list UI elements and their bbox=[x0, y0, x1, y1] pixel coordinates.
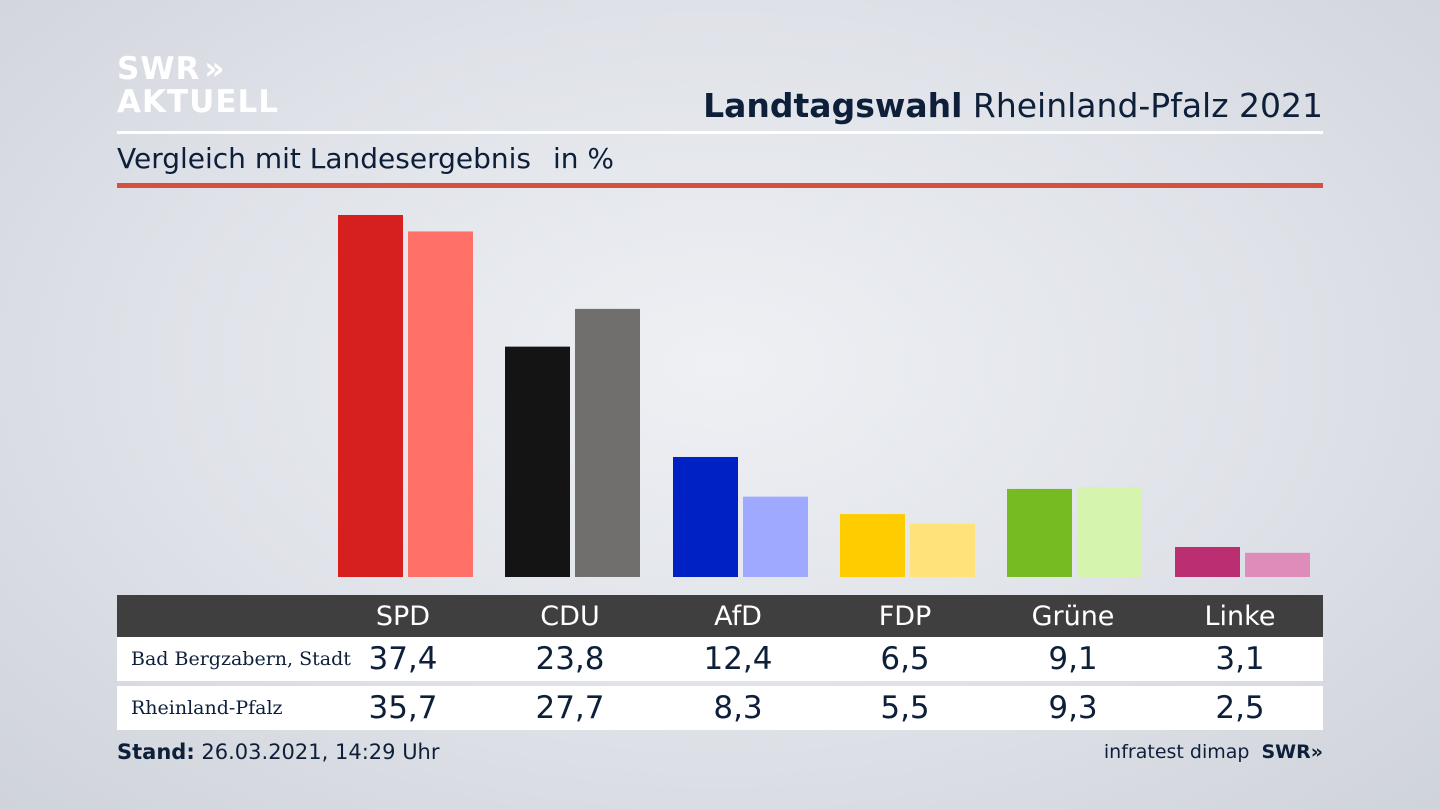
table-cell: 12,4 bbox=[703, 641, 773, 677]
table-cell: 5,5 bbox=[880, 690, 930, 726]
table-cell: 27,7 bbox=[535, 690, 605, 726]
row-label: Rheinland-Pfalz bbox=[131, 697, 283, 719]
table-cell: 2,5 bbox=[1215, 690, 1265, 726]
subtitle-divider bbox=[117, 183, 1323, 188]
column-header: Grüne bbox=[1031, 600, 1115, 632]
bar-cdu-series-1 bbox=[575, 308, 640, 577]
bar-linke-series-0 bbox=[1175, 546, 1240, 577]
stand-label: Stand: bbox=[117, 740, 195, 764]
timestamp: Stand: 26.03.2021, 14:29 Uhr bbox=[117, 740, 440, 764]
column-header: SPD bbox=[375, 600, 431, 632]
bar-afd-series-0 bbox=[673, 456, 738, 577]
bar-grüne-series-1 bbox=[1077, 486, 1142, 577]
table-cell: 8,3 bbox=[713, 690, 763, 726]
column-header: AfD bbox=[714, 600, 762, 632]
column-header: CDU bbox=[540, 600, 600, 632]
table-cell: 23,8 bbox=[535, 641, 605, 677]
bar-afd-series-1 bbox=[743, 496, 808, 577]
table-cell: 3,1 bbox=[1215, 641, 1265, 677]
column-header: Linke bbox=[1204, 600, 1276, 632]
logo-swr: SWR bbox=[117, 51, 201, 87]
source-credit: infratest dimap SWR» bbox=[1104, 741, 1323, 763]
table-row: Bad Bergzabern, Stadt 37,4 23,8 12,4 6,5 9,1 3… bbox=[117, 637, 1323, 681]
bar-grüne-series-0 bbox=[1007, 488, 1072, 577]
subtitle-text: Vergleich mit Landesergebnis bbox=[117, 142, 531, 175]
page-title: Landtagswahl Rheinland-Pfalz 2021 bbox=[703, 86, 1323, 125]
bar-spd-series-1 bbox=[408, 231, 473, 578]
header-divider bbox=[117, 131, 1323, 134]
source-name: infratest dimap bbox=[1103, 741, 1250, 763]
row-label: Bad Bergzabern, Stadt bbox=[131, 648, 351, 670]
table-cell: 9,3 bbox=[1048, 690, 1098, 726]
subtitle-unit: in % bbox=[552, 142, 615, 175]
table-header-row: SPD CDU AfD FDP Grüne Linke bbox=[117, 595, 1323, 637]
swr-brand-logo: SWR» bbox=[1261, 741, 1323, 763]
bar-spd-series-0 bbox=[338, 215, 403, 577]
title-bold: Landtagswahl bbox=[703, 86, 963, 125]
bar-linke-series-1 bbox=[1245, 552, 1310, 577]
column-header: FDP bbox=[878, 600, 932, 632]
swr-aktuell-logo: SWR» AKTUELL bbox=[117, 54, 279, 118]
table-cell: 35,7 bbox=[368, 690, 438, 726]
table-cell: 37,4 bbox=[368, 641, 438, 677]
bar-cdu-series-0 bbox=[505, 346, 570, 577]
title-rest: Rheinland-Pfalz 2021 bbox=[972, 86, 1323, 125]
results-table: SPD CDU AfD FDP Grüne Linke Bad Bergzabern, S… bbox=[117, 595, 1323, 730]
chart-subtitle: Vergleich mit Landesergebnis in % bbox=[117, 142, 614, 175]
bar-fdp-series-1 bbox=[910, 523, 975, 577]
bar-fdp-series-0 bbox=[840, 514, 905, 577]
table-row: Rheinland-Pfalz 35,7 27,7 8,3 5,5 9,3 2,5 bbox=[117, 686, 1323, 730]
table-cell: 9,1 bbox=[1048, 641, 1098, 677]
stand-value: 26.03.2021, 14:29 Uhr bbox=[201, 740, 440, 764]
table-cell: 6,5 bbox=[880, 641, 930, 677]
logo-aktuell: AKTUELL bbox=[117, 84, 280, 120]
